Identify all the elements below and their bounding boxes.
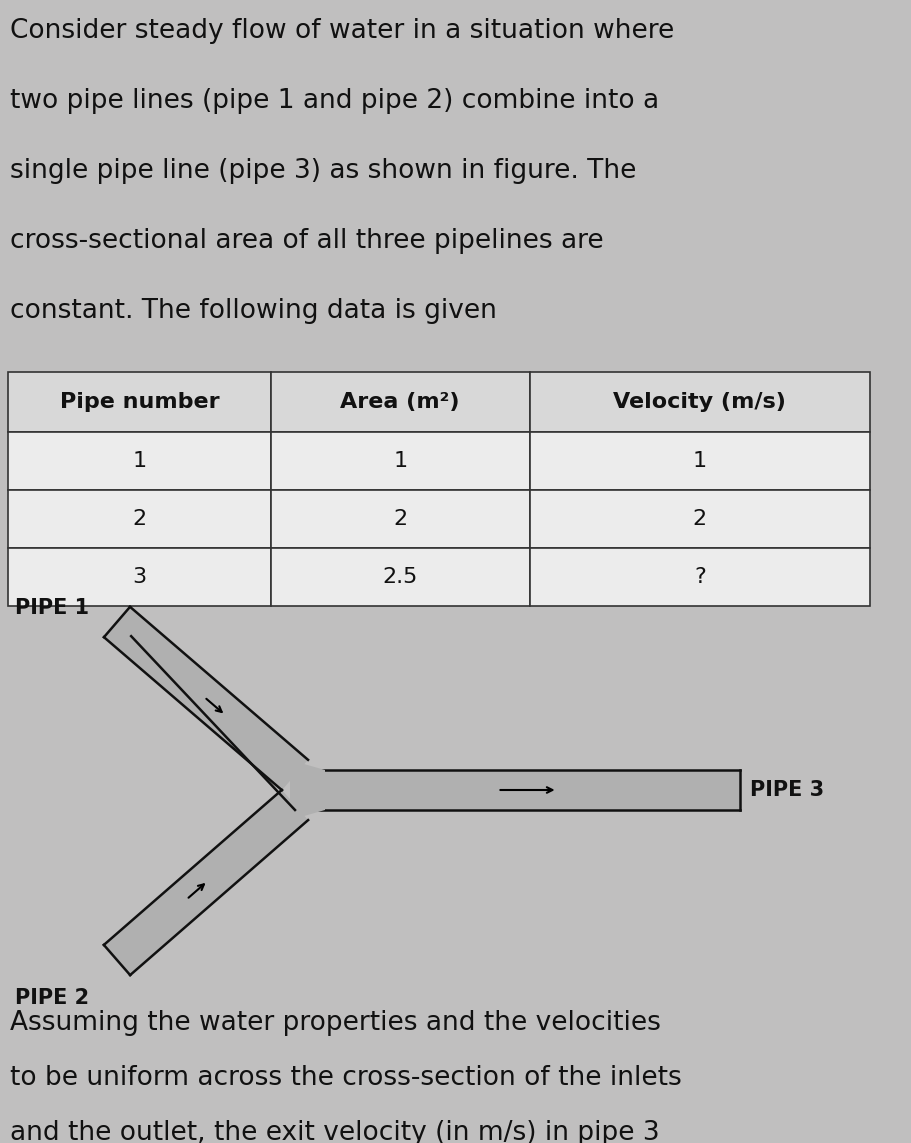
Bar	[529, 432, 869, 490]
Bar	[8, 432, 271, 490]
Text: and the outlet, the exit velocity (in m/s) in pipe 3: and the outlet, the exit velocity (in m/…	[10, 1120, 659, 1143]
Text: 1: 1	[132, 451, 147, 471]
Bar	[8, 371, 271, 432]
Text: to be uniform across the cross-section of the inlets: to be uniform across the cross-section o…	[10, 1065, 681, 1092]
Text: 3: 3	[132, 567, 147, 588]
Text: single pipe line (pipe 3) as shown in figure. The: single pipe line (pipe 3) as shown in fi…	[10, 158, 636, 184]
Text: constant. The following data is given: constant. The following data is given	[10, 298, 496, 323]
Bar	[8, 490, 271, 547]
Bar	[271, 547, 529, 606]
Text: two pipe lines (pipe 1 and pipe 2) combine into a: two pipe lines (pipe 1 and pipe 2) combi…	[10, 88, 659, 114]
Text: Pipe number: Pipe number	[59, 392, 219, 411]
Text: Consider steady flow of water in a situation where: Consider steady flow of water in a situa…	[10, 18, 673, 43]
Text: Assuming the water properties and the velocities: Assuming the water properties and the ve…	[10, 1010, 660, 1036]
Bar	[8, 547, 271, 606]
Bar	[529, 547, 869, 606]
Text: PIPE 3: PIPE 3	[749, 780, 824, 800]
Bar	[529, 490, 869, 547]
Text: 1: 1	[393, 451, 407, 471]
Polygon shape	[290, 760, 324, 820]
Polygon shape	[104, 607, 308, 790]
Text: 1: 1	[692, 451, 706, 471]
Text: 2: 2	[692, 509, 706, 529]
Text: Area (m²): Area (m²)	[340, 392, 459, 411]
Text: ?: ?	[693, 567, 705, 588]
Text: 2.5: 2.5	[382, 567, 417, 588]
Text: Velocity (m/s): Velocity (m/s)	[612, 392, 785, 411]
Polygon shape	[104, 790, 308, 975]
Polygon shape	[294, 770, 739, 810]
Bar	[271, 490, 529, 547]
Bar	[529, 371, 869, 432]
Text: cross-sectional area of all three pipelines are: cross-sectional area of all three pipeli…	[10, 227, 603, 254]
Text: PIPE 2: PIPE 2	[15, 988, 89, 1008]
Text: 2: 2	[132, 509, 147, 529]
Bar	[271, 432, 529, 490]
Bar	[271, 371, 529, 432]
Text: 2: 2	[393, 509, 407, 529]
Text: PIPE 1: PIPE 1	[15, 598, 89, 618]
